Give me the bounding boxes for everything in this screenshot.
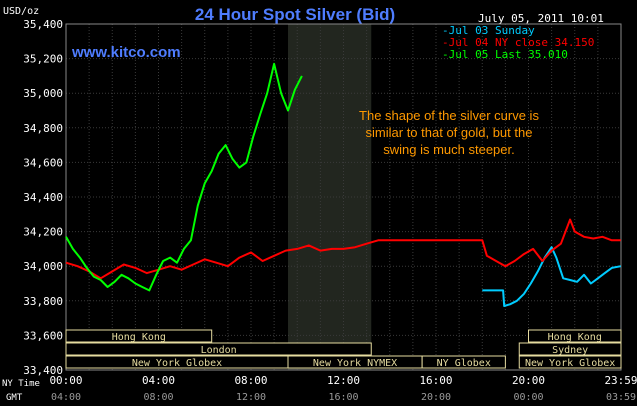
market-session-box <box>65 342 372 356</box>
y-tick-label: 34,800 <box>23 122 63 135</box>
x-tick-label-gmt: 04:00 <box>51 392 81 403</box>
x-tick-label-ny: 20:00 <box>512 374 545 387</box>
y-tick-label: 33,800 <box>23 295 63 308</box>
x-tick-label-ny: 00:00 <box>49 374 82 387</box>
x-tick-label-ny: 23:59 <box>604 374 637 387</box>
ny-time-row-label: NY Time <box>2 379 40 389</box>
y-tick-label: 35,400 <box>23 18 63 31</box>
legend: -Jul 03 Sunday-Jul 04 NY close 34.150-Ju… <box>442 24 594 61</box>
market-session-box <box>528 329 622 343</box>
market-sessions: Hong Kong London New York Globex New York N… <box>65 329 622 369</box>
market-session-label: NY Globex <box>437 358 491 369</box>
annotation-line: similar to that of gold, but the <box>366 125 533 140</box>
market-session-label: Sydney <box>552 345 588 356</box>
x-tick-label-gmt: 12:00 <box>236 392 266 403</box>
market-session-box <box>518 342 622 356</box>
x-tick-label-gmt: 08:00 <box>143 392 173 403</box>
x-tick-label-gmt: 16:00 <box>328 392 358 403</box>
market-session-label: New York NYMEX <box>313 358 397 369</box>
series-line-jul-05-last-35-010 <box>65 62 303 292</box>
annotation-line: swing is much steeper. <box>383 142 515 157</box>
x-tick-label-gmt: 03:59 <box>606 392 636 403</box>
market-session-label: Hong Kong <box>548 332 602 343</box>
market-session-label: New York Globex <box>132 358 222 369</box>
legend-entry: -Jul 04 NY close 34.150 <box>442 36 594 49</box>
chart-timestamp: July 05, 2011 10:01 <box>478 12 604 25</box>
market-session-label: Hong Kong <box>112 332 166 343</box>
market-session-label: New York Globex <box>525 358 615 369</box>
watermark-text: www.kitco.com <box>71 44 181 61</box>
y-tick-label: 35,000 <box>23 87 63 100</box>
x-tick-label-ny: 12:00 <box>327 374 360 387</box>
plot-area <box>65 23 622 371</box>
market-session-box <box>518 355 622 369</box>
annotation-text: The shape of the silver curve is similar … <box>359 108 539 157</box>
legend-entry: -Jul 05 Last 35.010 <box>442 48 568 61</box>
plot-border <box>65 23 622 371</box>
annotation-line: The shape of the silver curve is <box>359 108 539 123</box>
x-tick-label-ny: 08:00 <box>234 374 267 387</box>
market-session-label: London <box>201 345 237 356</box>
y-tick-label: 34,000 <box>23 260 63 273</box>
y-tick-label: 34,200 <box>23 226 63 239</box>
y-tick-label: 35,200 <box>23 53 63 66</box>
x-tick-label-gmt: 20:00 <box>421 392 451 403</box>
y-tick-label: 33,400 <box>23 364 63 377</box>
legend-entry: -Jul 03 Sunday <box>442 24 535 37</box>
market-session-box <box>65 329 213 343</box>
x-tick-label-ny: 16:00 <box>419 374 452 387</box>
gmt-row-label: GMT <box>6 393 23 403</box>
market-session-box <box>421 355 506 369</box>
y-tick-label: 34,400 <box>23 191 63 204</box>
y-tick-label: 33,600 <box>23 329 63 342</box>
x-tick-label-gmt: 00:00 <box>513 392 543 403</box>
y-axis-unit-label: USD/oz <box>3 6 39 17</box>
x-tick-label-ny: 04:00 <box>142 374 175 387</box>
y-tick-label: 34,600 <box>23 156 63 169</box>
axes: 35,400 35,200 35,000 34,800 34,600 34,400 34,2… <box>23 18 637 403</box>
chart-title: 24 Hour Spot Silver (Bid) <box>195 5 395 24</box>
series-line-jul-03-sunday <box>482 246 621 307</box>
